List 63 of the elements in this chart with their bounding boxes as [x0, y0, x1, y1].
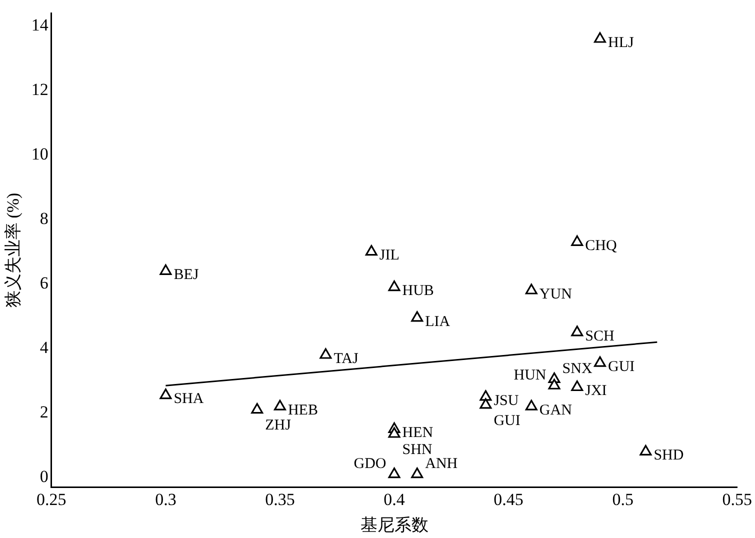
- annotation: HUN: [514, 368, 546, 384]
- point: [251, 403, 264, 414]
- x-tick-label: 0.5: [612, 490, 634, 509]
- point: [320, 348, 332, 359]
- point: [365, 245, 378, 256]
- y-tick-label: 10: [31, 144, 48, 164]
- point: [411, 311, 424, 322]
- point: [388, 280, 400, 292]
- annotation: LIA: [425, 314, 450, 330]
- annotation: HEN: [402, 425, 434, 442]
- point: [571, 235, 584, 246]
- annotation: SHD: [654, 448, 684, 464]
- x-tick-label: 0.35: [265, 490, 295, 509]
- annotation: GDO: [354, 456, 386, 472]
- y-tick-label: 14: [31, 16, 49, 35]
- point: [160, 264, 172, 275]
- y-tick-label: 0: [40, 466, 48, 486]
- point: [525, 400, 538, 410]
- annotation: GUI: [608, 358, 635, 375]
- annotation: JSU: [494, 392, 519, 409]
- annotation: HLJ: [608, 34, 634, 51]
- point: [548, 378, 560, 390]
- annotation: JXI: [585, 383, 607, 400]
- y-tick-label: 6: [40, 274, 48, 293]
- point: [274, 400, 286, 410]
- annotation: SNX: [562, 361, 592, 378]
- annotation: GUI: [494, 412, 520, 429]
- x-tick-label: 0.4: [384, 490, 406, 509]
- annotation: CHQ: [585, 238, 617, 254]
- annotation: TAJ: [334, 350, 358, 367]
- annotation: YUN: [539, 286, 572, 302]
- x-tick-label: 0.45: [494, 490, 524, 509]
- point: [594, 32, 606, 43]
- point: [480, 398, 492, 409]
- y-tick-label: 4: [40, 338, 49, 358]
- point: [388, 427, 400, 438]
- y-axis-title: 狭义失业率 (%): [4, 192, 23, 308]
- y-tick-label: 2: [40, 402, 48, 422]
- annotation: ANH: [425, 456, 458, 472]
- point: [571, 380, 584, 392]
- point: [571, 326, 584, 336]
- point: [640, 444, 652, 456]
- annotation: BEJ: [174, 267, 199, 284]
- point: [411, 468, 424, 478]
- point: [160, 388, 172, 400]
- annotation: HEB: [288, 402, 318, 419]
- x-tick-label: 0.3: [155, 490, 176, 509]
- point: [525, 284, 538, 294]
- annotation: SCH: [585, 328, 614, 344]
- x-tick-label: 0.25: [36, 490, 66, 509]
- point: [594, 356, 606, 367]
- annotation: GAN: [539, 402, 572, 419]
- annotation: SHN: [402, 442, 432, 458]
- y-tick-label: 12: [31, 80, 48, 100]
- point: [388, 468, 400, 478]
- point: [480, 390, 492, 401]
- y-tick-label: 8: [40, 209, 48, 228]
- annotation: JIL: [379, 248, 400, 264]
- annotation: HUB: [402, 283, 434, 300]
- x-tick-label: 0.55: [722, 490, 752, 509]
- annotation: ZHJ: [265, 418, 292, 434]
- annotation: SHA: [174, 391, 204, 408]
- x-axis-title: 基尼系数: [360, 515, 428, 534]
